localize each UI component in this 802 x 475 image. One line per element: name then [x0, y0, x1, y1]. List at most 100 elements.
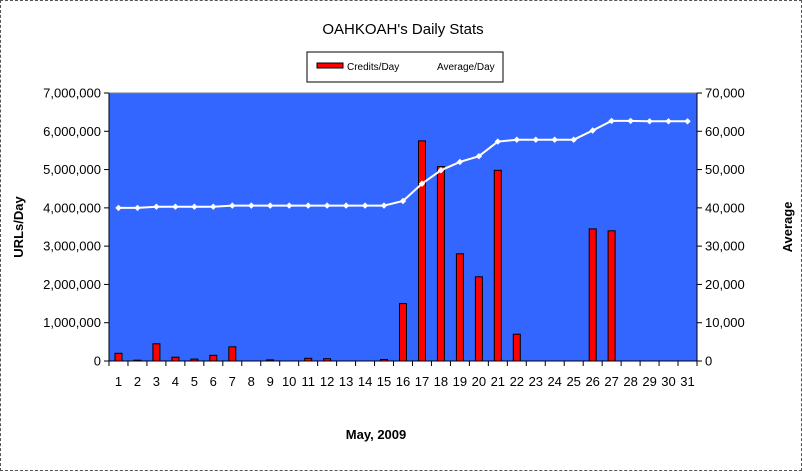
x-tick-label: 1: [115, 374, 122, 389]
bar-credits-day-7: [228, 346, 237, 362]
average-point-23: [532, 136, 539, 143]
x-axis-title: May, 2009: [346, 427, 406, 442]
y-tick-label: 2,000,000: [43, 277, 101, 292]
average-point-5: [191, 203, 198, 210]
bar-credits-day-22: [512, 333, 521, 362]
x-tick-label: 31: [680, 374, 694, 389]
bar-credits-day-26: [588, 228, 597, 362]
average-point-26: [589, 127, 596, 134]
bar-credits-day-18: [436, 166, 445, 362]
x-tick-label: 16: [396, 374, 410, 389]
average-point-11: [305, 202, 312, 209]
legend-label-credits: Credits/Day: [347, 62, 399, 73]
x-tick-label: 14: [358, 374, 372, 389]
x-tick-label: 25: [566, 374, 580, 389]
average-point-29: [646, 118, 653, 125]
x-tick-label: 3: [153, 374, 160, 389]
average-line-group: [115, 117, 691, 212]
x-tick-label: 18: [434, 374, 448, 389]
y2-tick-label: 20,000: [705, 277, 745, 292]
bar-credits-day-1: [114, 352, 123, 362]
average-point-16: [399, 197, 407, 205]
bar-credits-day-6: [209, 354, 218, 362]
x-tick-label: 20: [472, 374, 486, 389]
average-point-15: [380, 202, 388, 209]
y2-tick-label: 60,000: [705, 124, 745, 139]
x-tick-label: 4: [172, 374, 179, 389]
x-axis-ticks: 1 2 3 4 5 6 7 8 9 10 11 12 13 14 15 16 17 18 19 20 21 22 23 24 2…: [108, 361, 698, 389]
y2-tick-label: 40,000: [705, 200, 745, 215]
x-tick-label: 28: [623, 374, 637, 389]
bar-credits-day-3: [152, 343, 161, 362]
average-point-14: [361, 202, 369, 209]
x-tick-label: 29: [642, 374, 656, 389]
bar-credits-day-17: [418, 140, 426, 362]
x-tick-label: 9: [267, 374, 274, 389]
x-tick-label: 7: [229, 374, 236, 389]
y2-tick-label: 30,000: [705, 239, 745, 254]
x-tick-label: 24: [547, 374, 561, 389]
x-tick-label: 6: [210, 374, 217, 389]
average-point-18: [437, 167, 445, 174]
bar-credits-day-21: [493, 169, 502, 362]
y-tick-label: 3,000,000: [43, 239, 101, 254]
y2-tick-label: 0: [705, 354, 712, 369]
average-point-3: [153, 203, 160, 210]
bar-credits-day-27: [607, 230, 616, 362]
y-tick-label: 1,000,000: [43, 315, 101, 330]
average-point-12: [323, 202, 331, 209]
legend-label-average: Average/Day: [437, 62, 495, 73]
average-point-19: [456, 158, 464, 166]
average-point-13: [342, 202, 350, 209]
x-tick-label: 2: [134, 374, 141, 389]
axes: [108, 93, 698, 362]
average-point-31: [684, 118, 691, 125]
average-point-30: [665, 118, 672, 125]
x-tick-label: 23: [529, 374, 543, 389]
average-point-1: [115, 204, 122, 212]
y2-tick-label: 50,000: [705, 162, 745, 177]
x-tick-label: 27: [604, 374, 618, 389]
average-point-4: [172, 203, 179, 210]
y-axis-title: URLs/Day: [11, 196, 26, 258]
x-tick-label: 22: [510, 374, 524, 389]
average-point-20: [475, 153, 483, 160]
bar-credits-day-4: [171, 356, 180, 362]
x-tick-label: 10: [282, 374, 296, 389]
y-tick-label: 7,000,000: [43, 86, 101, 101]
average-point-8: [248, 202, 255, 209]
average-point-2: [134, 204, 141, 212]
y-tick-label: 5,000,000: [43, 162, 101, 177]
bar-credits-day-16: [399, 303, 407, 362]
x-tick-label: 8: [248, 374, 255, 389]
x-tick-label: 21: [491, 374, 505, 389]
average-point-27: [608, 117, 615, 125]
legend: Credits/Day Average/Day: [306, 51, 504, 83]
x-tick-label: 30: [661, 374, 675, 389]
average-point-25: [570, 136, 577, 143]
legend-swatch-credits: [316, 62, 344, 69]
chart-title: OAHKOAH's Daily Stats: [322, 21, 483, 38]
x-tick-label: 5: [191, 374, 198, 389]
x-tick-label: 15: [377, 374, 391, 389]
average-point-7: [229, 202, 236, 209]
bar-credits-day-19: [455, 253, 464, 362]
x-tick-label: 13: [339, 374, 353, 389]
x-tick-label: 11: [301, 374, 315, 389]
average-point-6: [210, 203, 217, 210]
average-point-17: [418, 180, 426, 187]
right-axis-ticks: 0 10,000 20,000 30,000 40,000 50,000 60,000 70,…: [697, 86, 745, 369]
average-point-22: [513, 136, 520, 143]
average-point-9: [267, 202, 274, 209]
x-tick-label: 17: [415, 374, 429, 389]
average-point-10: [286, 202, 293, 209]
y2-axis-title: Average: [780, 202, 795, 253]
x-tick-label: 26: [585, 374, 599, 389]
x-tick-label: 19: [453, 374, 467, 389]
average-point-21: [494, 138, 501, 145]
x-tick-label: 12: [320, 374, 334, 389]
y-tick-label: 4,000,000: [43, 200, 101, 215]
y2-tick-label: 10,000: [705, 315, 745, 330]
